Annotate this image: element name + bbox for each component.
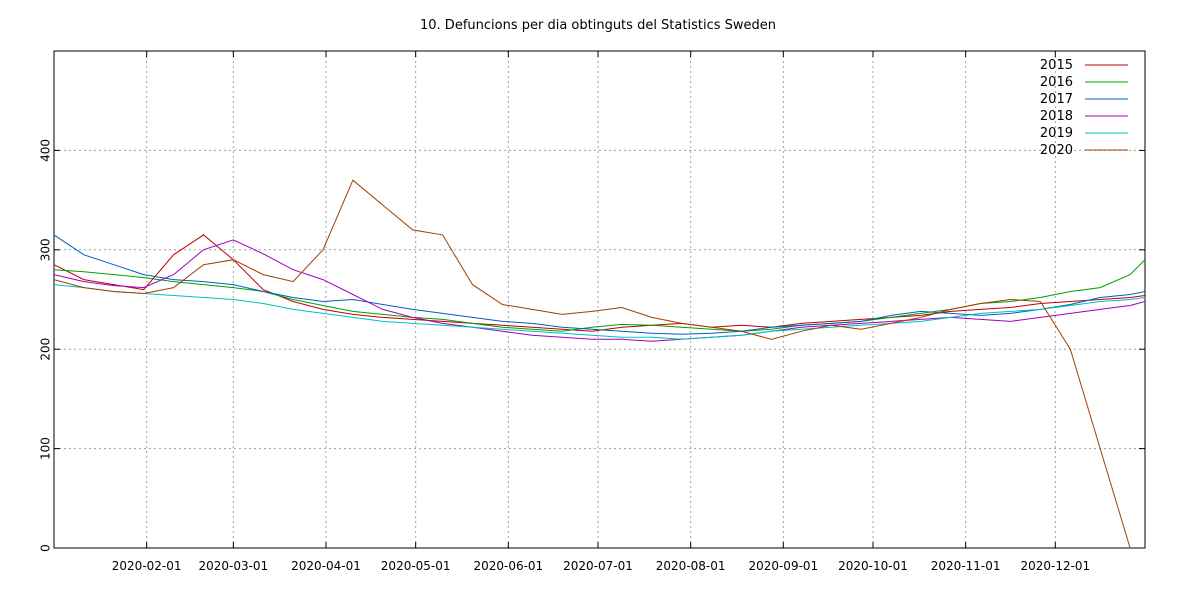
legend-label: 2018 [1040, 109, 1073, 124]
x-tick-label: 2020-11-01 [931, 559, 1001, 573]
legend: 2015 2016 2017 2018 2019 2020 [1040, 58, 1128, 158]
legend-label: 2017 [1040, 92, 1073, 107]
x-tick-label: 2020-08-01 [656, 559, 726, 573]
x-tick-label: 2020-10-01 [838, 559, 908, 573]
plot-frame [53, 50, 1146, 549]
series-line-2020 [53, 179, 1041, 340]
y-tick-label: 300 [39, 238, 53, 261]
x-tick-label: 2020-09-01 [748, 559, 818, 573]
series-line-segment-6 [1039, 301, 1131, 549]
legend-label: 2019 [1040, 126, 1073, 141]
legend-label: 2020 [1040, 143, 1073, 158]
x-tick-label: 2020-06-01 [473, 559, 543, 573]
series-line-2016 [53, 259, 1146, 332]
legend-label: 2015 [1040, 58, 1073, 73]
series-lines [53, 179, 1146, 549]
series-line-2015 [53, 234, 1146, 332]
y-tick-label: 200 [39, 338, 53, 361]
axes: 0 100 200 300 400 2020-02-01 2020-03-01 2020-04… [39, 50, 1146, 573]
y-tick-label: 100 [39, 437, 53, 460]
series-line-2018 [53, 239, 1146, 342]
x-tick-label: 2020-12-01 [1020, 559, 1090, 573]
grid-lines [54, 51, 1145, 548]
y-tick-label: 0 [39, 544, 53, 552]
x-tick-label: 2020-02-01 [112, 559, 182, 573]
chart-title: 10. Defuncions per dia obtinguts del Sta… [420, 18, 776, 33]
x-tick-label: 2020-07-01 [563, 559, 633, 573]
x-tick-label: 2020-04-01 [291, 559, 361, 573]
series-line-2019 [53, 284, 1146, 340]
legend-label: 2016 [1040, 75, 1073, 90]
x-tick-label: 2020-03-01 [198, 559, 268, 573]
x-tick-label: 2020-05-01 [381, 559, 451, 573]
y-tick-label: 400 [39, 139, 53, 162]
series-line-2017 [53, 234, 1146, 335]
